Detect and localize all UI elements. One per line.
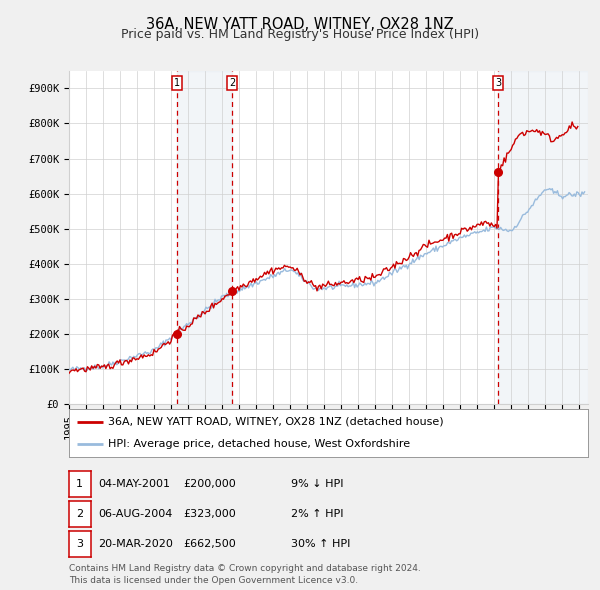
Text: 04-MAY-2001: 04-MAY-2001 xyxy=(98,479,170,489)
Bar xyxy=(498,71,588,404)
Text: 1: 1 xyxy=(174,78,180,88)
Text: 2: 2 xyxy=(229,78,235,88)
Text: £662,500: £662,500 xyxy=(183,539,236,549)
Text: Price paid vs. HM Land Registry's House Price Index (HPI): Price paid vs. HM Land Registry's House … xyxy=(121,28,479,41)
Text: 9% ↓ HPI: 9% ↓ HPI xyxy=(291,479,343,489)
Text: 2% ↑ HPI: 2% ↑ HPI xyxy=(291,509,343,519)
Text: 3: 3 xyxy=(495,78,501,88)
Text: £200,000: £200,000 xyxy=(183,479,236,489)
Text: Contains HM Land Registry data © Crown copyright and database right 2024.
This d: Contains HM Land Registry data © Crown c… xyxy=(69,564,421,585)
Text: HPI: Average price, detached house, West Oxfordshire: HPI: Average price, detached house, West… xyxy=(108,439,410,449)
Text: 36A, NEW YATT ROAD, WITNEY, OX28 1NZ (detached house): 36A, NEW YATT ROAD, WITNEY, OX28 1NZ (de… xyxy=(108,417,443,427)
Text: 06-AUG-2004: 06-AUG-2004 xyxy=(98,509,172,519)
Text: 30% ↑ HPI: 30% ↑ HPI xyxy=(291,539,350,549)
Text: 1: 1 xyxy=(76,479,83,489)
Text: 3: 3 xyxy=(76,539,83,549)
Bar xyxy=(177,71,232,404)
Text: 2: 2 xyxy=(76,509,83,519)
Text: 20-MAR-2020: 20-MAR-2020 xyxy=(98,539,173,549)
Text: £323,000: £323,000 xyxy=(183,509,236,519)
Text: 36A, NEW YATT ROAD, WITNEY, OX28 1NZ: 36A, NEW YATT ROAD, WITNEY, OX28 1NZ xyxy=(146,17,454,31)
